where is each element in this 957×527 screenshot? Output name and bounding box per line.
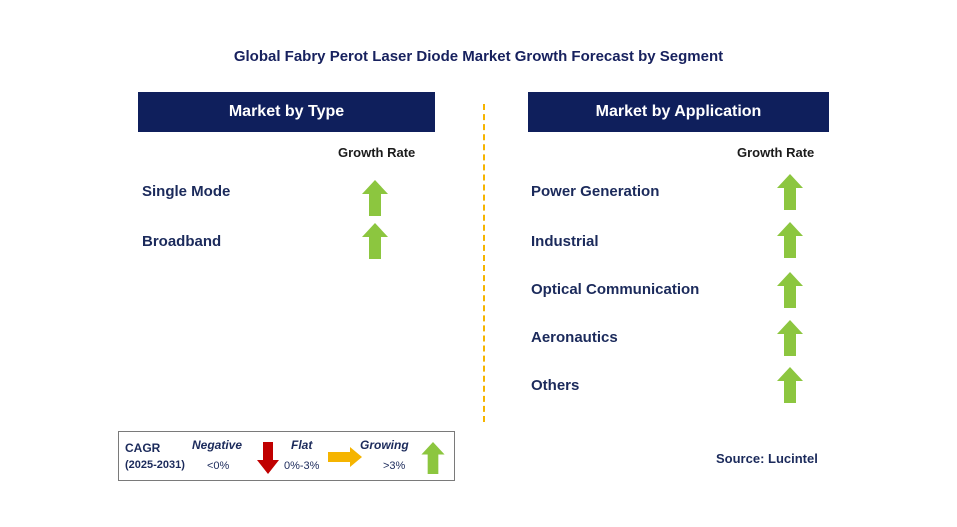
legend-negative-value: <0% <box>207 460 230 472</box>
growing-arrow-icon <box>777 174 803 210</box>
segment-label-optical-communication: Optical Communication <box>531 281 700 298</box>
segment-label-broadband: Broadband <box>142 233 222 250</box>
application-growth-rate-label: Growth Rate <box>737 145 815 160</box>
legend-growing-value: >3% <box>383 460 406 472</box>
segment-label-power-generation: Power Generation <box>531 183 660 200</box>
source-note: Source: Lucintel <box>716 451 818 466</box>
legend-period-label: (2025-2031) <box>125 459 185 471</box>
segment-label-industrial: Industrial <box>531 233 599 250</box>
growing-arrow-icon <box>362 223 388 259</box>
legend-cagr-label: CAGR <box>125 441 161 455</box>
legend-flat-label: Flat <box>291 438 313 452</box>
panel-divider <box>483 104 485 422</box>
segment-label-single-mode: Single Mode <box>142 183 231 200</box>
page-title: Global Fabry Perot Laser Diode Market Gr… <box>233 48 724 65</box>
growing-arrow-icon <box>777 222 803 258</box>
growing-arrow-icon <box>777 272 803 308</box>
growing-arrow-icon <box>421 442 445 474</box>
legend-growing-label: Growing <box>360 438 409 452</box>
growing-arrow-icon <box>777 367 803 403</box>
type-panel-header: Market by Type <box>138 92 435 132</box>
type-growth-rate-label: Growth Rate <box>338 145 416 160</box>
growing-arrow-icon <box>362 180 388 216</box>
application-panel-title: Market by Application <box>595 103 762 120</box>
application-panel-header: Market by Application <box>528 92 829 132</box>
type-panel-title: Market by Type <box>228 103 345 120</box>
cagr-legend: CAGR (2025-2031) Negative <0% Flat 0%-3%… <box>118 431 455 481</box>
legend-negative-label: Negative <box>192 438 243 452</box>
growing-arrow-icon <box>777 320 803 356</box>
segment-label-aeronautics: Aeronautics <box>531 329 618 346</box>
negative-arrow-icon <box>257 442 279 474</box>
segment-label-others: Others <box>531 377 580 394</box>
legend-flat-value: 0%-3% <box>284 460 320 472</box>
flat-arrow-icon <box>328 447 362 467</box>
